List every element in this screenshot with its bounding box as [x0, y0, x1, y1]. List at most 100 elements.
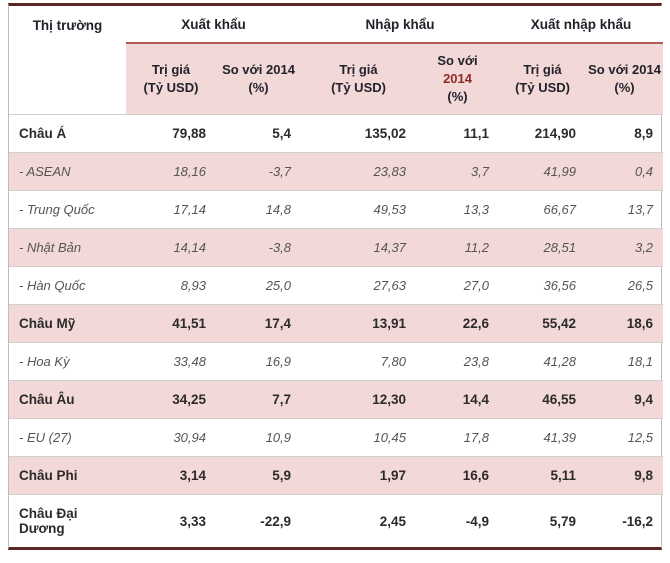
value-cell: 13,7 — [586, 191, 664, 229]
value-cell: 16,6 — [416, 457, 500, 495]
import-vs2014-header: So với 2014 (%) — [416, 42, 500, 115]
value-cell: 22,6 — [416, 305, 500, 343]
export-vs2014-header: So với 2014 (%) — [216, 42, 302, 115]
value-cell: 0,4 — [586, 153, 664, 191]
market-cell: Châu Âu — [9, 381, 126, 419]
value-cell: 8,93 — [126, 267, 216, 305]
table-row: - Hoa Kỳ 33,48 16,9 7,80 23,8 41,28 18,1 — [9, 343, 664, 381]
value-cell: 5,79 — [549, 513, 577, 529]
subheader-line-2014: 2014 — [443, 70, 472, 86]
value-cell: 9,4 — [586, 381, 664, 419]
market-cell: Châu Mỹ — [9, 305, 126, 343]
value-cell: 135,02 — [301, 115, 417, 153]
value-cell: 36,56 — [499, 267, 587, 305]
value-cell: 26,5 — [586, 267, 664, 305]
subheader-line: (%) — [614, 80, 635, 95]
table-body: Châu Á 79,88 5,4 135,02 11,1 214,90 8,9- ASEAN… — [9, 115, 664, 547]
value-cell: 33,48 — [126, 343, 216, 381]
value-cell: 23,8 — [416, 343, 500, 381]
subheader-line: Trị giá — [151, 61, 191, 77]
value-cell: 1,97 — [301, 457, 417, 495]
market-cell: - Nhật Bản — [9, 229, 126, 267]
table-row: Châu Phi 3,14 5,9 1,97 16,6 5,11 9,8 — [9, 457, 664, 495]
value-cell: 17,4 — [216, 305, 302, 343]
subheader-line: (%) — [447, 89, 468, 105]
subheader-line: Trị giá — [339, 61, 378, 77]
value-cell: 66,67 — [499, 191, 587, 229]
market-cell: Châu Á — [9, 115, 126, 153]
market-cell: - Hàn Quốc — [9, 267, 126, 305]
subheader-line: (%) — [248, 80, 269, 95]
table-row: - Trung Quốc 17,14 14,8 49,53 13,3 66,67 13,7 — [9, 191, 664, 229]
market-cell: Châu Phi — [9, 457, 126, 495]
value-cell: 17,8 — [416, 419, 500, 457]
value-cell: 23,83 — [301, 153, 417, 191]
subheader-line: (Tỷ USD) — [515, 80, 570, 95]
market-cell: - Hoa Kỳ — [9, 343, 126, 381]
export-import-value-header: Trị giá (Tỷ USD) — [499, 42, 587, 115]
trade-table: Thị trường Xuất khẩu Nhập khẩu Xuất nhập… — [9, 6, 664, 547]
value-cell: 41,99 — [499, 153, 587, 191]
table-row: - Nhật Bản 14,14 -3,8 14,37 11,2 28,51 3,2 — [9, 229, 664, 267]
subheader-line: So với 2014 — [588, 61, 661, 77]
market-cell: - Trung Quốc — [9, 191, 126, 229]
group-header-export-import: Xuất nhập khẩu — [499, 6, 664, 42]
export-value-header: Trị giá (Tỷ USD) — [126, 42, 216, 115]
value-cell: 46,55 — [499, 381, 587, 419]
trade-table-container: Thị trường Xuất khẩu Nhập khẩu Xuất nhập… — [8, 3, 664, 550]
market-cell: Châu Đại Dương — [19, 506, 78, 536]
value-cell: -3,8 — [216, 229, 302, 267]
group-header-export: Xuất khẩu — [126, 6, 302, 42]
value-cell: 3,14 — [126, 457, 216, 495]
table-row: - EU (27) 30,94 10,9 10,45 17,8 41,39 12,5 — [9, 419, 664, 457]
value-cell: 17,14 — [126, 191, 216, 229]
market-column-header: Thị trường — [9, 6, 126, 115]
value-cell: 41,51 — [126, 305, 216, 343]
value-cell: 214,90 — [499, 115, 587, 153]
value-cell: 41,28 — [499, 343, 587, 381]
value-cell: 10,45 — [301, 419, 417, 457]
value-cell: 12,30 — [301, 381, 417, 419]
value-cell: 27,63 — [301, 267, 417, 305]
value-cell: 7,7 — [216, 381, 302, 419]
value-cell: 12,5 — [586, 419, 664, 457]
value-cell: 9,8 — [586, 457, 664, 495]
value-cell: 16,9 — [216, 343, 302, 381]
import-value-header: Trị giá (Tỷ USD) — [301, 42, 417, 115]
value-cell: 10,9 — [216, 419, 302, 457]
table-row: Châu Đại Dương 3,33 -22,9 2,45 -4,9 5,79 -16,2 — [9, 495, 663, 547]
table-row: - Hàn Quốc 8,93 25,0 27,63 27,0 36,56 26,5 — [9, 267, 664, 305]
value-cell: -4,9 — [465, 513, 490, 529]
value-cell: 13,91 — [301, 305, 417, 343]
value-cell: 5,11 — [499, 457, 587, 495]
value-cell: 27,0 — [416, 267, 500, 305]
group-header-import: Nhập khẩu — [301, 6, 500, 42]
value-cell: -16,2 — [622, 513, 654, 529]
value-cell: 41,39 — [499, 419, 587, 457]
value-cell: 79,88 — [126, 115, 216, 153]
value-cell: 14,37 — [301, 229, 417, 267]
value-cell: 3,2 — [586, 229, 664, 267]
value-cell: 13,3 — [416, 191, 500, 229]
value-cell: -3,7 — [216, 153, 302, 191]
subheader-line: So với 2014 — [222, 61, 295, 77]
value-cell: 5,4 — [216, 115, 302, 153]
value-cell: 11,2 — [416, 229, 500, 267]
export-import-vs2014-header: So với 2014 (%) — [586, 42, 664, 115]
value-cell: 18,16 — [126, 153, 216, 191]
value-cell: 18,6 — [586, 305, 664, 343]
subheader-line: So với — [437, 52, 478, 68]
table-row: Châu Âu 34,25 7,7 12,30 14,4 46,55 9,4 — [9, 381, 664, 419]
subheader-line: (Tỷ USD) — [143, 80, 199, 95]
value-cell: 2,45 — [379, 513, 407, 529]
value-cell: 7,80 — [301, 343, 417, 381]
value-cell: 14,4 — [416, 381, 500, 419]
value-cell: 18,1 — [586, 343, 664, 381]
table-row: Châu Á 79,88 5,4 135,02 11,1 214,90 8,9 — [9, 115, 664, 153]
value-cell: 25,0 — [216, 267, 302, 305]
value-cell: 3,33 — [179, 513, 206, 529]
table-row: Châu Mỹ 41,51 17,4 13,91 22,6 55,42 18,6 — [9, 305, 664, 343]
subheader-line: (Tỷ USD) — [331, 80, 386, 95]
market-cell: - ASEAN — [9, 153, 126, 191]
value-cell: 49,53 — [301, 191, 417, 229]
